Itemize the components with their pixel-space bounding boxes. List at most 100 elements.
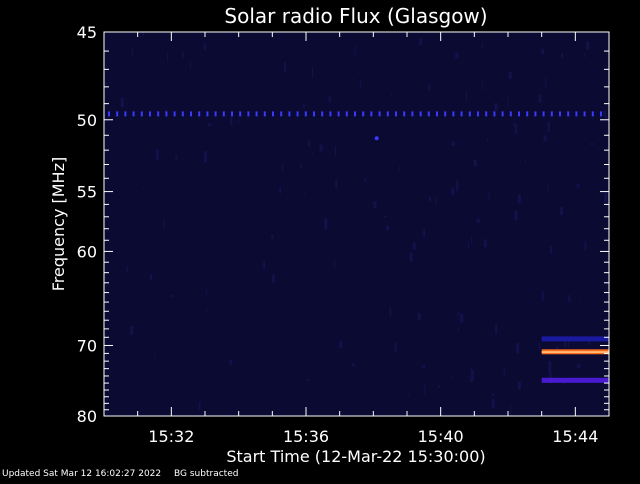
noise-speckle — [263, 261, 266, 270]
noise-speckle — [335, 146, 336, 157]
dotted-line-mark — [313, 111, 315, 117]
dotted-line-mark — [222, 111, 225, 117]
dotted-line-mark — [567, 111, 570, 117]
noise-speckle — [517, 381, 521, 390]
dotted-line-mark — [329, 111, 332, 117]
plot-background — [104, 32, 609, 416]
noise-speckle — [303, 191, 305, 196]
dotted-line-mark — [526, 111, 529, 117]
noise-speckle — [561, 53, 564, 58]
dotted-line-mark — [296, 111, 299, 117]
dotted-line-mark — [198, 111, 201, 117]
dotted-line-mark — [427, 111, 430, 117]
noise-speckle — [435, 195, 437, 205]
dotted-line-mark — [149, 111, 151, 117]
dotted-line-mark — [263, 111, 266, 117]
dotted-line-mark — [378, 111, 381, 117]
noise-speckle — [306, 378, 310, 381]
dotted-line-mark — [485, 111, 488, 117]
noise-speckle — [155, 149, 159, 160]
noise-speckle — [130, 325, 134, 335]
noise-speckle — [163, 218, 165, 230]
dotted-line-mark — [108, 111, 110, 117]
noise-speckle — [131, 49, 133, 57]
noise-speckle — [539, 342, 541, 350]
dotted-line-mark — [550, 111, 553, 117]
dotted-line-mark — [190, 111, 192, 117]
dotted-line-mark — [460, 111, 463, 117]
noise-speckle — [517, 194, 521, 204]
noise-speckle — [150, 274, 152, 281]
noise-speckle — [541, 49, 545, 54]
noise-speckle — [603, 110, 606, 117]
dotted-line-mark — [501, 111, 504, 117]
dotted-line-mark — [370, 111, 373, 117]
noise-speckle — [525, 158, 527, 163]
dotted-line-mark — [247, 111, 250, 117]
dotted-line-mark — [272, 111, 274, 117]
noise-speckle — [198, 402, 201, 411]
y-tick-label: 55 — [77, 183, 97, 202]
noise-speckle — [564, 337, 567, 347]
noise-speckle — [125, 120, 127, 123]
noise-speckle — [468, 375, 470, 379]
noise-speckle — [516, 342, 520, 354]
noise-speckle — [508, 72, 512, 79]
noise-speckle — [389, 307, 392, 316]
noise-speckle — [373, 201, 377, 209]
plot-features-layer — [108, 111, 609, 383]
noise-speckle — [408, 393, 410, 397]
dotted-line-mark — [165, 111, 168, 117]
signal-band-core — [541, 351, 609, 353]
dotted-line-mark — [337, 111, 340, 117]
noise-speckle — [491, 399, 495, 408]
y-axis: 45 50 55 60 70 80 — [77, 23, 609, 426]
noise-speckle — [568, 340, 569, 348]
noise-speckle — [203, 151, 207, 163]
noise-speckle — [510, 404, 512, 416]
noise-speckle — [409, 252, 413, 262]
dotted-line-mark — [116, 111, 119, 117]
noise-speckle — [467, 240, 469, 248]
noise-speckle — [230, 117, 233, 126]
noise-speckle — [154, 353, 156, 358]
dotted-line-mark — [518, 111, 520, 117]
noise-speckle — [456, 180, 459, 192]
noise-speckle — [590, 143, 594, 145]
dotted-line-mark — [124, 111, 127, 117]
updated-timestamp: Updated Sat Mar 12 16:02:27 2022 — [2, 469, 162, 479]
noise-speckle — [237, 117, 239, 125]
noise-speckle — [167, 51, 169, 62]
dotted-line-mark — [509, 111, 512, 117]
noise-speckle — [364, 178, 367, 183]
dotted-line-mark — [173, 111, 176, 117]
noise-speckle — [492, 393, 494, 397]
x-axis: 15:32 15:36 15:40 15:44 — [103, 32, 610, 446]
dotted-line-mark — [280, 111, 283, 117]
noise-speckle — [548, 361, 552, 372]
y-tick-label: 50 — [77, 111, 97, 130]
dotted-line-mark — [542, 111, 545, 117]
signal-point — [374, 136, 379, 141]
noise-speckle — [586, 41, 590, 50]
noise-speckle — [394, 342, 397, 353]
noise-speckle — [547, 121, 550, 132]
noise-speckle — [229, 359, 233, 365]
noise-speckle — [577, 364, 581, 369]
dotted-line-mark — [255, 111, 258, 117]
noise-speckle — [576, 183, 580, 188]
dotted-line-mark — [345, 111, 348, 117]
noise-speckle — [605, 116, 608, 119]
noise-speckle — [494, 102, 498, 111]
noise-speckle — [181, 52, 184, 58]
noise-speckle — [271, 235, 274, 240]
noise-speckle — [386, 225, 390, 231]
noise-speckle — [399, 165, 401, 171]
noise-speckle — [299, 164, 302, 168]
noise-speckle — [333, 258, 335, 270]
dotted-line-mark — [419, 111, 422, 117]
noise-speckle — [351, 363, 355, 367]
noise-speckle — [302, 103, 305, 108]
bg-subtracted-note: BG subtracted — [174, 469, 239, 479]
